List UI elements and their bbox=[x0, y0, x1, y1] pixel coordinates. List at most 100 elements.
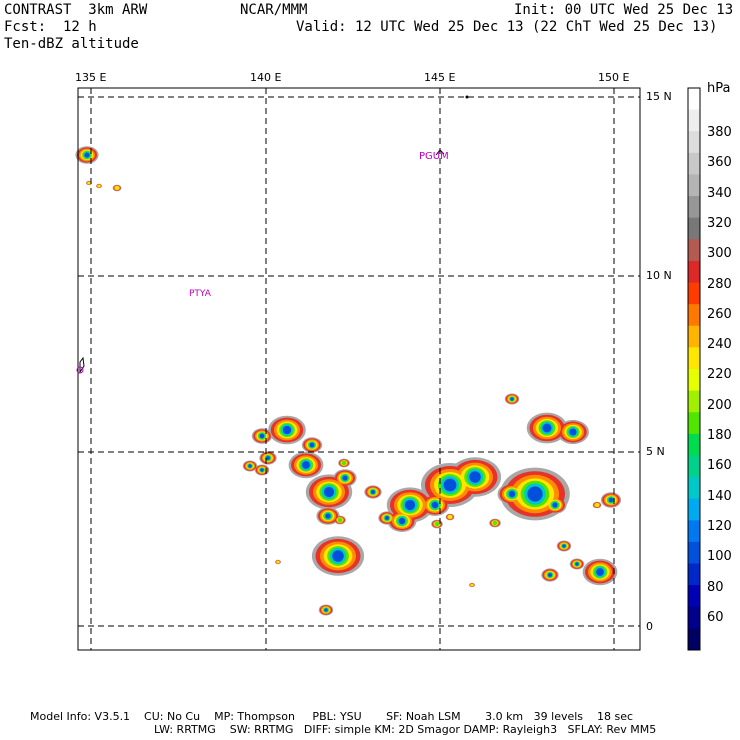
echo-cell bbox=[266, 456, 270, 460]
colorbar-tick-label: 80 bbox=[707, 579, 724, 595]
echo-cell bbox=[323, 486, 335, 498]
echo-cell bbox=[114, 186, 120, 190]
colorbar-swatch bbox=[688, 325, 700, 348]
lat-lon-grid bbox=[78, 88, 640, 650]
echo-cell bbox=[569, 428, 577, 436]
colorbar-swatch bbox=[688, 196, 700, 219]
colorbar-swatch bbox=[688, 347, 700, 370]
colorbar-tick-label: 300 bbox=[707, 246, 732, 262]
echo-cell bbox=[248, 464, 252, 468]
echo-cell bbox=[87, 181, 91, 185]
colorbar-tick-label: 340 bbox=[707, 185, 732, 201]
lon-label-145e: 145 E bbox=[424, 71, 456, 84]
colorbar-tick-label: 320 bbox=[707, 215, 732, 231]
echo-cell bbox=[431, 501, 439, 509]
island-outline bbox=[435, 149, 445, 156]
island-outline bbox=[465, 95, 469, 99]
echo-cell bbox=[470, 583, 474, 587]
colorbar-swatch bbox=[688, 390, 700, 413]
colorbar-tick-label: 260 bbox=[707, 306, 732, 322]
colorbar-tick-label: 380 bbox=[707, 125, 732, 140]
echo-cell bbox=[337, 517, 343, 523]
colorbar-swatch bbox=[688, 585, 700, 608]
map-frame bbox=[77, 87, 641, 651]
echo-cell bbox=[434, 521, 440, 527]
echo-cell bbox=[325, 513, 331, 519]
echo-cell bbox=[342, 475, 348, 481]
colorbar-swatch bbox=[688, 239, 700, 262]
echo-cell bbox=[302, 461, 310, 469]
colorbar-swatch bbox=[688, 282, 700, 305]
island-outline bbox=[79, 356, 85, 374]
colorbar-swatch bbox=[688, 152, 700, 175]
echo-cell bbox=[508, 490, 516, 498]
field-name: Ten-dBZ altitude bbox=[4, 36, 139, 52]
colorbar-swatch bbox=[688, 412, 700, 435]
valid-time: Valid: 12 UTC Wed 25 Dec 13 (22 ChT Wed … bbox=[296, 19, 718, 35]
init-time: Init: 00 UTC Wed 25 Dec 13 bbox=[514, 2, 734, 18]
colorbar-tick-label: 180 bbox=[707, 428, 732, 443]
echo-cell bbox=[548, 573, 552, 577]
echo-cell bbox=[385, 516, 389, 520]
echo-cell bbox=[443, 478, 457, 492]
colorbar-tick-label: 160 bbox=[707, 458, 732, 474]
echo-cell bbox=[447, 515, 453, 519]
echo-cell bbox=[309, 442, 315, 448]
colorbar-swatch bbox=[688, 217, 700, 240]
station-label-ptya: PTYA bbox=[189, 289, 211, 299]
colorbar-swatch bbox=[688, 260, 700, 284]
colorbar-swatch bbox=[688, 606, 700, 629]
colorbar-swatch bbox=[688, 174, 700, 197]
radar-echo-layer bbox=[75, 146, 622, 616]
colorbar-tick-label: 240 bbox=[707, 337, 732, 353]
echo-cell bbox=[469, 471, 481, 483]
colorbar-tick-label: 220 bbox=[707, 367, 732, 383]
colorbar-swatch bbox=[688, 433, 700, 456]
echo-cell bbox=[276, 560, 280, 564]
colorbar-tick-label: 120 bbox=[707, 518, 732, 534]
lon-label-140e: 140 E bbox=[250, 71, 282, 84]
model-title: CONTRAST 3km ARW bbox=[4, 2, 148, 18]
colorbar-swatch bbox=[688, 131, 700, 154]
colorbar-tick-label: 360 bbox=[707, 155, 732, 171]
colorbar-unit: hPa bbox=[707, 81, 731, 96]
echo-cell bbox=[527, 486, 543, 502]
colorbar-swatch bbox=[688, 563, 700, 586]
model-info-line1: Model Info: V3.5.1 CU: No Cu MP: Thompso… bbox=[30, 710, 634, 723]
organization-label: NCAR/MMM bbox=[240, 2, 308, 18]
lon-label-150e: 150 E bbox=[598, 71, 630, 84]
colorbar-swatch bbox=[688, 498, 700, 521]
echo-cell bbox=[594, 503, 600, 507]
colorbar-tick-label: 60 bbox=[707, 609, 724, 625]
echo-cell bbox=[97, 184, 101, 188]
echo-cell bbox=[608, 497, 614, 503]
echo-cell bbox=[510, 397, 514, 401]
echo-cell bbox=[596, 568, 604, 576]
echo-cell bbox=[492, 520, 498, 526]
echo-cell bbox=[259, 433, 265, 439]
echo-cell bbox=[575, 562, 579, 566]
colorbar-frame bbox=[687, 87, 701, 651]
colorbar-swatch bbox=[688, 109, 700, 132]
forecast-hour: Fcst: 12 h bbox=[4, 19, 97, 35]
echo-cell bbox=[404, 499, 416, 511]
colorbar-tick-label: 200 bbox=[707, 397, 732, 413]
lat-label-10n: 10 N bbox=[646, 269, 672, 282]
colorbar-swatch bbox=[688, 628, 700, 651]
colorbar-tick-label: 140 bbox=[707, 488, 732, 504]
lat-label-0: 0 bbox=[646, 620, 653, 633]
colorbar-swatch bbox=[688, 520, 700, 543]
colorbar-swatch bbox=[688, 477, 700, 500]
echo-cell bbox=[398, 517, 406, 525]
echo-cell bbox=[542, 423, 552, 433]
colorbar-swatch bbox=[688, 455, 700, 478]
echo-cell bbox=[260, 468, 264, 472]
echo-cell bbox=[324, 608, 328, 612]
echo-cell bbox=[371, 490, 375, 494]
echo-cell bbox=[562, 544, 566, 548]
colorbar-tick-label: 100 bbox=[707, 549, 732, 565]
echo-cell bbox=[282, 425, 292, 435]
echo-cell bbox=[84, 152, 90, 158]
